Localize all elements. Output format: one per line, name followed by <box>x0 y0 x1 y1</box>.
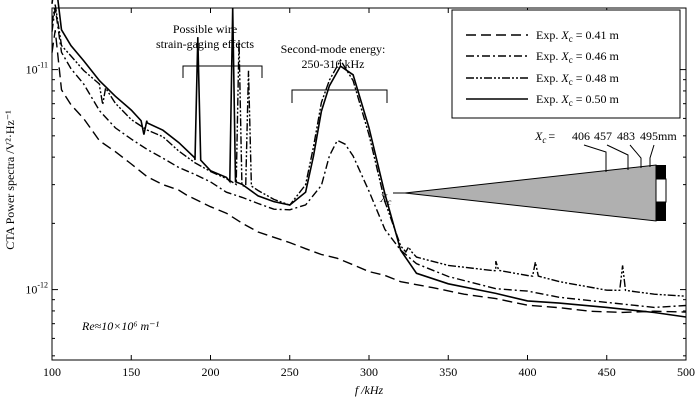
wire-annotation-line2: strain-gaging effects <box>156 37 254 51</box>
cone-tip-label: Xc <box>379 191 391 207</box>
x-tick-label: 150 <box>122 365 140 379</box>
x-tick-label: 200 <box>202 365 220 379</box>
x-axis-label: f /kHz <box>355 383 384 397</box>
x-tick-label: 350 <box>439 365 457 379</box>
cone-leader-495 <box>649 144 655 167</box>
cone-schematic: Xc Xc = 406 457 483 495mm <box>379 129 677 222</box>
x-tick-label: 450 <box>598 365 616 379</box>
legend-box <box>451 9 681 119</box>
x-tick-label: 500 <box>677 365 695 379</box>
x-tick-label: 400 <box>519 365 537 379</box>
legend-entry-2: Exp. Xc = 0.46 m <box>536 49 619 65</box>
x-tick-label: 300 <box>360 365 378 379</box>
y-tick-label: 10-12 <box>25 281 48 297</box>
cone-leader-406 <box>583 144 607 172</box>
legend-entry-3: Exp. Xc = 0.48 m <box>536 71 619 87</box>
cone-body <box>404 164 657 222</box>
y-tick-label: 10-11 <box>26 61 48 77</box>
tick-layer: 100 150 200 250 300 350 400 450 500 10-11 10-12 <box>25 8 695 379</box>
cone-positions-prefix: Xc = <box>534 129 555 145</box>
series-line-3 <box>51 4 687 297</box>
cone-position-483: 483 <box>617 129 635 143</box>
series-layer <box>51 0 687 318</box>
cone-leader-483 <box>629 144 642 168</box>
series-line-4 <box>51 0 687 318</box>
second-mode-bracket <box>291 89 388 103</box>
cone-leader-457 <box>606 144 629 170</box>
cone-position-457: 457 <box>594 129 612 143</box>
reynolds-annotation: Re≈10×10⁶ m⁻¹ <box>81 319 160 333</box>
y-axis-label: CTA Power spectra /V²·Hz⁻¹ <box>3 110 17 250</box>
cone-base-bottom <box>656 202 666 221</box>
cone-base-window <box>655 178 667 203</box>
cone-position-406: 406 <box>572 129 590 143</box>
legend: Exp. Xc = 0.41 m Exp. Xc = 0.46 m Exp. X… <box>451 9 681 119</box>
second-mode-annotation-line1: Second-mode energy: <box>281 42 386 56</box>
x-tick-label: 250 <box>281 365 299 379</box>
legend-entry-1: Exp. Xc = 0.41 m <box>536 28 619 44</box>
series-line-1 <box>51 30 687 314</box>
x-tick-label: 100 <box>43 365 61 379</box>
cone-position-495mm: 495mm <box>640 129 677 143</box>
wire-annotation-line1: Possible wire <box>173 22 237 36</box>
series-line-2 <box>51 7 687 309</box>
second-mode-annotation-line2: 250-310 kHz <box>302 57 365 71</box>
cone-base-top <box>656 165 666 179</box>
legend-entry-4: Exp. Xc = 0.50 m <box>536 92 619 108</box>
wire-bracket <box>182 65 263 78</box>
